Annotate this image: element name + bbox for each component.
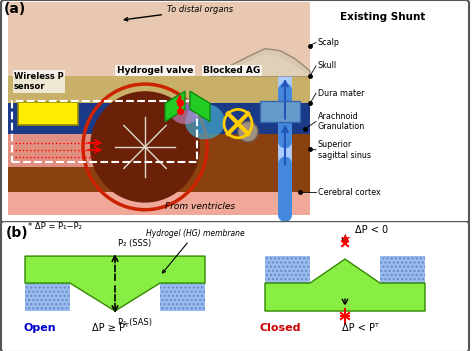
Text: * ΔP = P₁−P₂: * ΔP = P₁−P₂ [28, 222, 82, 231]
Text: ΔP ≥ Pᵀ: ΔP ≥ Pᵀ [91, 323, 128, 333]
Polygon shape [210, 49, 310, 76]
Polygon shape [218, 54, 310, 76]
Text: Skull: Skull [318, 61, 337, 70]
Text: To distal organs: To distal organs [124, 5, 233, 21]
Text: From ventricles: From ventricles [165, 202, 235, 211]
Bar [265, 256, 310, 311]
Bar [25, 256, 70, 311]
Text: Cerebral cortex: Cerebral cortex [318, 188, 381, 197]
Polygon shape [190, 91, 210, 121]
Circle shape [90, 91, 200, 203]
Bar [265, 256, 310, 311]
Bar [160, 256, 205, 311]
Polygon shape [8, 2, 310, 76]
Polygon shape [8, 134, 180, 167]
Circle shape [238, 121, 258, 142]
Text: Hydrogel (HG) membrane: Hydrogel (HG) membrane [146, 229, 245, 273]
Polygon shape [25, 256, 205, 311]
Text: Open: Open [24, 323, 56, 333]
Text: ΔP < 0: ΔP < 0 [355, 225, 388, 235]
Polygon shape [200, 2, 310, 71]
Text: Superior
sagittal sinus: Superior sagittal sinus [318, 140, 371, 160]
Polygon shape [8, 192, 310, 215]
Polygon shape [210, 76, 310, 99]
Bar [310, 3, 466, 221]
Bar [380, 256, 425, 311]
Text: P₂ (SSS): P₂ (SSS) [118, 239, 151, 248]
Bar [18, 102, 78, 125]
Text: Arachnoid
Granulation: Arachnoid Granulation [318, 112, 365, 131]
Text: (a): (a) [4, 2, 26, 16]
Polygon shape [8, 76, 310, 103]
Text: ★: ★ [339, 233, 350, 246]
Text: Blocked AG: Blocked AG [203, 66, 261, 75]
FancyBboxPatch shape [1, 0, 469, 224]
Text: Existing Shunt: Existing Shunt [340, 12, 425, 22]
Bar [160, 256, 205, 311]
Text: (b): (b) [6, 226, 28, 240]
Polygon shape [8, 103, 310, 134]
Text: Scalp: Scalp [318, 38, 340, 47]
FancyBboxPatch shape [1, 221, 469, 351]
Polygon shape [165, 91, 185, 121]
Polygon shape [8, 134, 310, 215]
Text: Wireless P
sensor: Wireless P sensor [14, 72, 64, 91]
Polygon shape [265, 259, 425, 311]
Ellipse shape [185, 104, 225, 139]
Bar [25, 256, 70, 311]
Bar [380, 256, 425, 311]
Ellipse shape [170, 99, 200, 124]
Text: ΔP < Pᵀ: ΔP < Pᵀ [342, 323, 378, 333]
Bar [260, 101, 300, 121]
Text: Closed: Closed [259, 323, 301, 333]
Text: P₁ (SAS): P₁ (SAS) [118, 318, 152, 327]
Text: Hydrogel valve: Hydrogel valve [117, 66, 193, 75]
Text: Dura mater: Dura mater [318, 89, 365, 98]
